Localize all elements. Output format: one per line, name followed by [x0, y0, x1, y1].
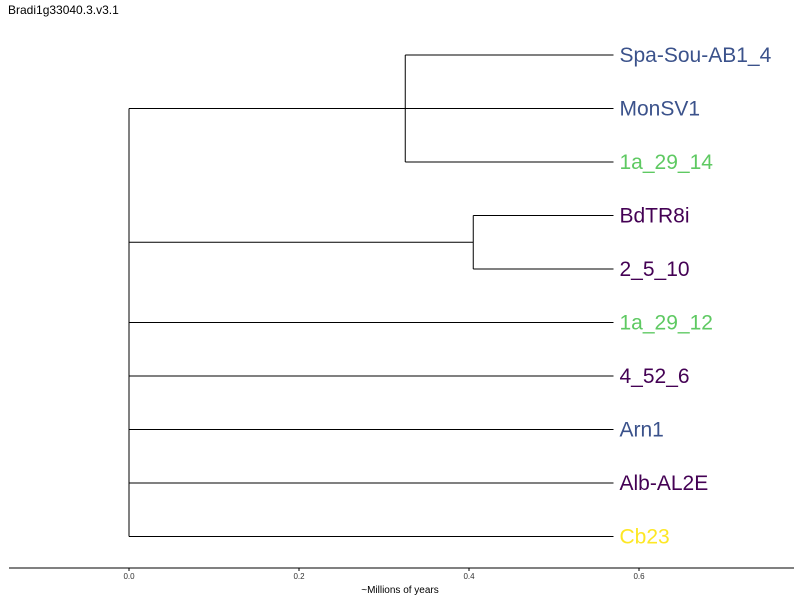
x-tick-label-0: 0.0: [123, 572, 135, 581]
x-tick-label-2: 0.4: [463, 572, 475, 581]
leaf-label-1: MonSV1: [620, 98, 701, 121]
x-axis-label: ~Millions of years: [361, 585, 439, 596]
leaf-label-2: 1a_29_14: [620, 151, 714, 174]
leaf-label-8: Alb-AL2E: [620, 472, 709, 495]
x-tick-label-1: 0.2: [293, 572, 305, 581]
leaf-label-9: Cb23: [620, 526, 670, 549]
chart-title: Bradi1g33040.3.v3.1: [8, 3, 119, 17]
leaf-label-7: Arn1: [620, 419, 664, 442]
branches-group: [128, 54, 614, 537]
leaf-label-0: Spa-Sou-AB1_4: [620, 44, 772, 67]
x-tick-label-3: 0.6: [633, 572, 645, 581]
leaf-label-5: 1a_29_12: [620, 312, 713, 335]
leaf-label-6: 4_52_6: [620, 365, 690, 388]
leaf-labels-group: Spa-Sou-AB1_4 MonSV1 1a_29_14 BdTR8i 2_5_10 1…: [620, 44, 772, 549]
leaf-label-4: 2_5_10: [620, 258, 690, 281]
leaf-label-3: BdTR8i: [620, 205, 690, 228]
x-ticks-group: 0.0 0.2 0.4 0.6: [123, 568, 645, 581]
